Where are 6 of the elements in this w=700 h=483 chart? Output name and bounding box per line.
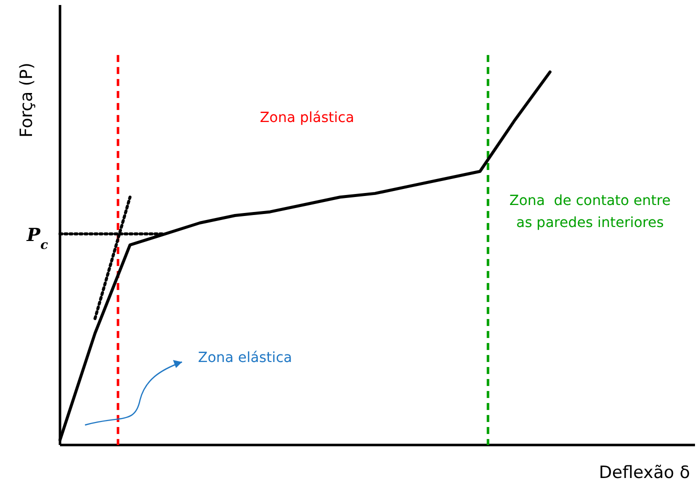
y-axis-title: Força (P): [17, 62, 37, 138]
annotation: Zona de contato entre as paredes interiores: [509, 193, 671, 231]
annotation: P$_{c}$: [26, 225, 48, 252]
x-axis-title: Deflexão δ: [598, 463, 690, 483]
annotation: Zona plástica: [260, 110, 354, 126]
annotation: Zona elástica: [198, 350, 292, 366]
